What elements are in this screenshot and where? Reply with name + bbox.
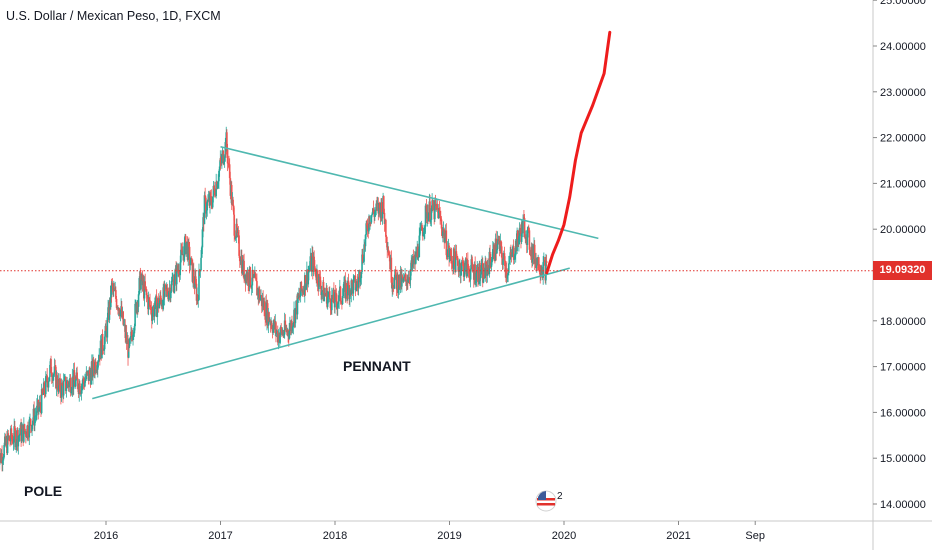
candle-body [68, 381, 70, 388]
candle-body [405, 274, 407, 280]
candle-body [200, 258, 202, 270]
candle-body [171, 281, 173, 291]
candle-body [21, 429, 23, 441]
candle-body [314, 266, 316, 268]
pole-label: POLE [24, 483, 62, 499]
candle-body [129, 339, 131, 346]
candle-body [247, 272, 249, 285]
candle-body [30, 419, 32, 426]
y-tick-label: 25.00000 [880, 0, 926, 7]
x-tick-label: 2020 [552, 530, 576, 542]
candle-body [191, 258, 193, 259]
candle-body [138, 294, 140, 307]
candle-body [66, 388, 68, 391]
x-tick-label: Sep [745, 530, 765, 542]
candle-body [385, 220, 387, 237]
candle-body [255, 273, 257, 278]
candle-body [493, 244, 495, 259]
y-tick-label: 16.00000 [880, 407, 926, 419]
candle-body [206, 201, 208, 210]
candle-body [454, 249, 456, 261]
x-tick-label: 2017 [208, 530, 232, 542]
y-tick-label: 21.00000 [880, 178, 926, 190]
candle-body [134, 304, 136, 326]
candle-body [48, 381, 50, 387]
candle-body [522, 220, 524, 234]
y-tick-label: 20.00000 [880, 224, 926, 236]
candle-body [107, 318, 109, 338]
y-tick-label: 24.00000 [880, 41, 926, 53]
y-tick-label: 15.00000 [880, 453, 926, 465]
candle-body [481, 265, 483, 274]
badge-count: 2 [557, 491, 563, 502]
chart-title: U.S. Dollar / Mexican Peso, 1D, FXCM [6, 9, 221, 23]
candle-body [342, 296, 344, 304]
candle-body [102, 334, 104, 350]
candle-body [154, 298, 156, 309]
y-tick-label: 22.00000 [880, 133, 926, 145]
candle-body [329, 291, 331, 299]
x-tick-label: 2016 [94, 530, 118, 542]
us-flag-badge[interactable]: 2 [535, 489, 565, 513]
candle-body [63, 381, 65, 396]
candle-body [227, 150, 229, 164]
current-price-tag: 19.09320 [873, 261, 932, 280]
y-tick-label: 17.00000 [880, 362, 926, 374]
candle-body [144, 281, 146, 289]
candle-body [546, 261, 548, 263]
x-tick-label: 2019 [437, 530, 461, 542]
candle-body [477, 267, 479, 282]
candle-body [29, 419, 31, 437]
candle-body [529, 250, 531, 254]
y-tick-label: 23.00000 [880, 87, 926, 99]
y-tick-label: 18.00000 [880, 316, 926, 328]
flag-icon: 2 [535, 489, 565, 513]
x-tick-label: 2021 [666, 530, 690, 542]
candle-body [174, 274, 176, 286]
y-tick-label: 14.00000 [880, 499, 926, 511]
x-tick-label: 2018 [323, 530, 347, 542]
candle-body [250, 267, 252, 286]
candle-body [508, 263, 510, 272]
pennant-label: PENNANT [343, 358, 411, 374]
candle-body [502, 259, 504, 265]
candle-body [24, 424, 26, 431]
